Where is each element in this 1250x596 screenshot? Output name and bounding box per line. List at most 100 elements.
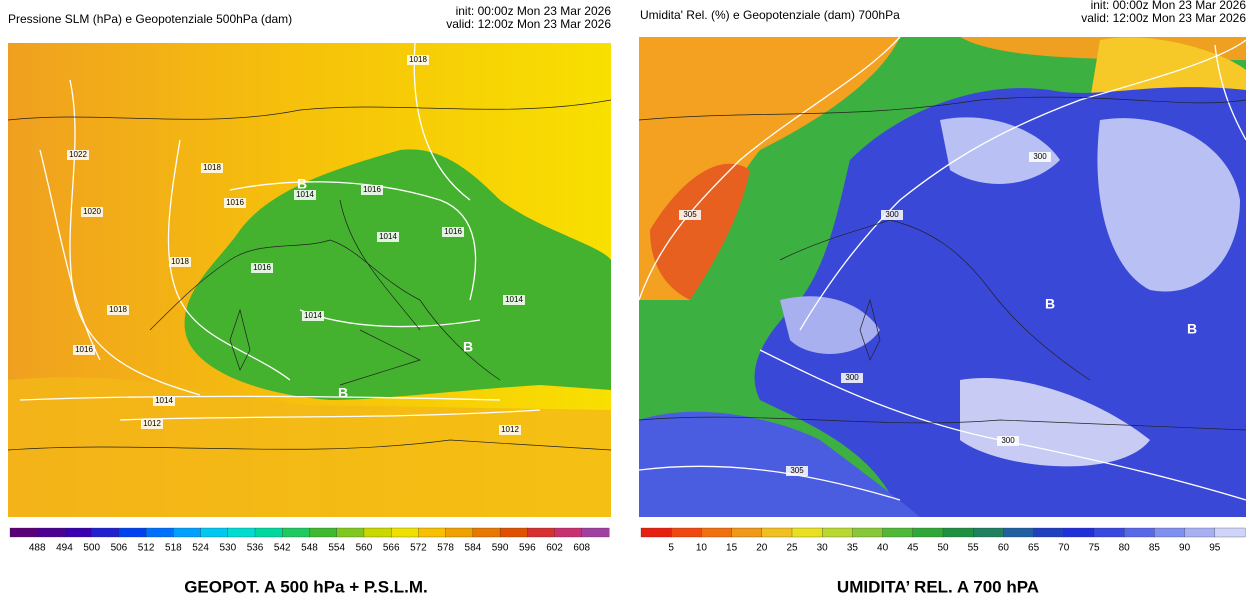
colorbar-label: 542 [274,543,291,554]
colorbar-label: 70 [1058,543,1070,554]
colorbar-label: 55 [968,543,980,554]
colorbar-swatch [91,527,120,538]
contour-label: 1016 [363,185,381,194]
contour-label-bg [302,311,324,321]
contour-label: 1014 [379,232,397,241]
contour-label-bg [503,295,525,305]
colorbar-label: 608 [573,543,590,554]
low-marker: B [297,176,307,192]
colorbar-swatch [418,527,447,538]
map-left [7,42,612,517]
map-right [638,36,1247,517]
contour-label-bg [81,207,103,217]
colorbar-label: 524 [192,543,209,554]
colorbar-label: 75 [1088,543,1100,554]
colorbar-label: 578 [437,543,454,554]
colorbar-swatch [671,527,702,538]
colorbar-label: 45 [907,543,919,554]
contour-label-bg [153,396,175,406]
contour-label: 300 [1001,436,1015,445]
colorbar-label: 85 [1149,543,1161,554]
contour-label-bg [881,210,903,220]
colorbar-swatch [640,527,672,538]
colorbar-label: 530 [219,543,236,554]
contour-label-bg [997,436,1019,446]
colorbar-label: 488 [29,543,46,554]
contour-label-bg [442,227,464,237]
contour-label: 1014 [505,295,523,304]
caption: GEOPOT. A 500 hPa + P.S.L.M. [184,577,428,596]
contour-label-bg [841,373,863,383]
colorbar-label: 40 [877,543,889,554]
colorbar-swatch [1033,527,1065,538]
colorbar-swatch [791,527,823,538]
colorbar-swatch [37,527,65,538]
low-marker: B [463,339,473,355]
contour-label-bg [679,210,701,220]
colorbar-swatch [1093,527,1125,538]
contour-label: 1016 [253,263,271,272]
colorbar-label: 60 [998,543,1010,554]
colorbar-swatch [912,527,944,538]
contour-label: 1018 [109,305,127,314]
contour-label: 300 [1033,152,1047,161]
low-marker: B [338,385,348,401]
colorbar-swatch [1184,527,1216,538]
colorbar-swatch [882,527,914,538]
colorbar-label: 30 [817,543,829,554]
contour-label-bg [361,185,383,195]
colorbar-label: 548 [301,543,318,554]
colorbar-label: 554 [328,543,345,554]
colorbar-swatch [282,527,310,538]
colorbar-label: 572 [410,543,427,554]
colorbar-swatch [64,527,93,538]
colorbar-label: 602 [546,543,563,554]
colorbar-label: 590 [492,543,509,554]
colorbar-swatch [227,527,256,538]
panel-title: Pressione SLM (hPa) e Geopotenziale 500h… [8,12,292,26]
colorbar-swatch [731,527,763,538]
colorbar-label: 15 [726,543,738,554]
contour-label: 1018 [171,257,189,266]
colorbar-label: 518 [165,543,182,554]
contour-label: 300 [885,210,899,219]
colorbar-label: 20 [756,543,768,554]
contour-label-bg [67,150,89,160]
low-marker: B [1187,321,1197,337]
colorbar-label: 596 [519,543,536,554]
colorbar-swatch [200,527,229,538]
colorbar-label: 95 [1209,543,1221,554]
colorbar-swatch [173,527,202,538]
caption: UMIDITA’ REL. A 700 hPA [837,577,1039,596]
colorbar-swatch [309,527,338,538]
valid-time: valid: 12:00z Mon 23 Mar 2026 [1081,11,1246,25]
colorbar-swatch [527,527,555,538]
colorbar-label: 494 [56,543,73,554]
colorbar-label: 10 [696,543,708,554]
colorbar-label: 80 [1119,543,1131,554]
contour-label: 1020 [83,207,101,216]
colorbar-swatch [942,527,974,538]
contour-label: 1018 [409,55,427,64]
colorbar-swatch [363,527,392,538]
contour-label-bg [107,305,129,315]
colorbar-swatch [391,527,419,538]
colorbar-swatch [701,527,733,538]
colorbar-label: 90 [1179,543,1191,554]
contour-label: 1016 [226,198,244,207]
colorbar-swatch [1003,527,1035,538]
colorbar-swatch [1214,527,1246,538]
contour-label: 1014 [296,190,314,199]
low-marker: B [1045,296,1055,312]
colorbar-label: 35 [847,543,859,554]
colorbar-label: 584 [465,543,482,554]
colorbar-label: 500 [83,543,100,554]
colorbar-label: 50 [937,543,949,554]
colorbar-label: 5 [668,543,674,554]
colorbar-label: 25 [786,543,798,554]
contour-label: 305 [683,210,697,219]
colorbar-swatch [145,527,174,538]
init-time: init: 00:00z Mon 23 Mar 2026 [1091,0,1247,12]
contour-label: 300 [845,373,859,382]
